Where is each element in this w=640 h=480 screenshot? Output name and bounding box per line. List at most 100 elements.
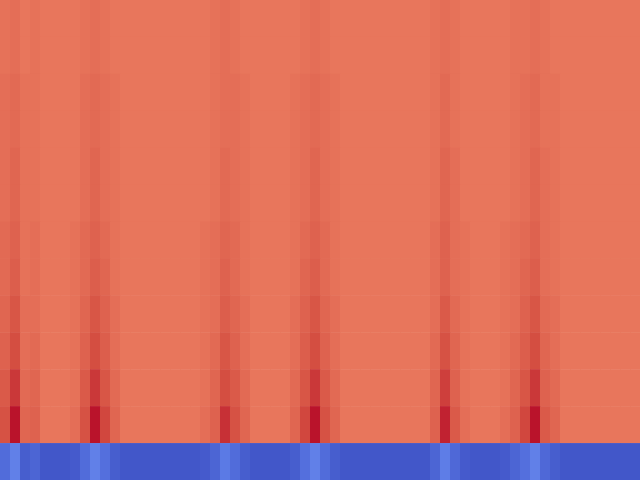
heatmap-cell xyxy=(220,295,231,332)
heatmap-cell xyxy=(200,332,211,369)
heatmap-cell xyxy=(70,295,81,332)
heatmap-cell xyxy=(220,37,231,74)
heatmap-cell xyxy=(170,37,181,74)
heatmap-cell xyxy=(590,222,601,259)
heatmap-cell xyxy=(470,295,481,332)
heatmap-cell xyxy=(60,332,71,369)
heatmap-cell xyxy=(20,222,31,259)
heatmap-cell xyxy=(550,185,561,222)
heatmap-cell xyxy=(220,185,231,222)
heatmap-cell xyxy=(130,185,141,222)
heatmap-cell xyxy=(330,332,341,369)
heatmap-cell xyxy=(570,443,581,480)
heatmap-cell xyxy=(330,111,341,148)
heatmap-cell xyxy=(620,37,631,74)
heatmap-cell xyxy=(70,74,81,111)
heatmap-cell xyxy=(90,185,101,222)
heatmap-cell xyxy=(110,37,121,74)
heatmap-cell xyxy=(470,222,481,259)
heatmap-cell xyxy=(0,148,11,185)
heatmap-cell xyxy=(110,406,121,443)
heatmap-cell xyxy=(200,37,211,74)
heatmap-cell xyxy=(190,332,201,369)
heatmap-cell xyxy=(380,332,391,369)
heatmap-cell xyxy=(170,332,181,369)
heatmap-cell xyxy=(150,148,161,185)
heatmap-cell xyxy=(160,185,171,222)
heatmap-cell xyxy=(480,332,491,369)
heatmap-cell xyxy=(370,148,381,185)
heatmap-cell xyxy=(610,443,621,480)
heatmap-cell xyxy=(90,369,101,406)
heatmap-cell xyxy=(270,369,281,406)
heatmap-cell xyxy=(220,406,231,443)
heatmap-cell xyxy=(20,332,31,369)
heatmap-cell xyxy=(330,406,341,443)
heatmap-cell xyxy=(470,443,481,480)
heatmap-cell xyxy=(460,369,471,406)
heatmap-cell xyxy=(420,111,431,148)
heatmap-cell xyxy=(170,295,181,332)
heatmap-cell xyxy=(550,222,561,259)
heatmap-cell xyxy=(590,332,601,369)
heatmap-cell xyxy=(530,332,541,369)
heatmap-cell xyxy=(450,148,461,185)
heatmap-cell xyxy=(190,258,201,295)
heatmap-cell xyxy=(560,185,571,222)
heatmap-cell xyxy=(100,0,111,37)
heatmap-cell xyxy=(420,258,431,295)
heatmap-cell xyxy=(540,258,551,295)
heatmap-cell xyxy=(440,443,451,480)
heatmap-cell xyxy=(600,332,611,369)
heatmap-cell xyxy=(280,0,291,37)
heatmap-cell xyxy=(380,369,391,406)
heatmap-cell xyxy=(290,0,301,37)
heatmap-cell xyxy=(110,369,121,406)
heatmap-cell xyxy=(370,332,381,369)
heatmap-cell xyxy=(370,443,381,480)
heatmap-cell xyxy=(80,111,91,148)
heatmap-cell xyxy=(20,369,31,406)
heatmap-cell xyxy=(60,37,71,74)
heatmap-cell xyxy=(440,37,451,74)
heatmap-cell xyxy=(630,222,640,259)
heatmap-cell xyxy=(430,332,441,369)
heatmap-cell xyxy=(40,443,51,480)
heatmap-cell xyxy=(350,406,361,443)
heatmap-cell xyxy=(120,406,131,443)
heatmap-cell xyxy=(430,185,441,222)
heatmap-cell xyxy=(380,222,391,259)
heatmap-cell xyxy=(370,185,381,222)
heatmap-cell xyxy=(550,37,561,74)
heatmap-cell xyxy=(380,0,391,37)
heatmap-cell xyxy=(290,185,301,222)
heatmap-cell xyxy=(230,406,241,443)
heatmap-cell xyxy=(250,37,261,74)
heatmap-cell xyxy=(290,111,301,148)
heatmap-cell xyxy=(320,406,331,443)
heatmap-cell xyxy=(470,0,481,37)
heatmap-cell xyxy=(260,111,271,148)
heatmap-cell xyxy=(230,295,241,332)
heatmap-cell xyxy=(410,369,421,406)
heatmap-cell xyxy=(440,111,451,148)
heatmap-cell xyxy=(370,222,381,259)
heatmap-cell xyxy=(350,295,361,332)
heatmap-cell xyxy=(310,148,321,185)
heatmap-cell xyxy=(70,443,81,480)
heatmap-cell xyxy=(150,295,161,332)
heatmap-cell xyxy=(600,74,611,111)
heatmap-cell xyxy=(250,148,261,185)
heatmap-cell xyxy=(510,185,521,222)
heatmap-cell xyxy=(180,295,191,332)
heatmap-cell xyxy=(300,185,311,222)
heatmap-cell xyxy=(20,443,31,480)
heatmap-cell xyxy=(110,332,121,369)
heatmap-cell xyxy=(140,0,151,37)
cells xyxy=(0,0,640,480)
heatmap-cell xyxy=(550,148,561,185)
heatmap-cell xyxy=(240,332,251,369)
heatmap-cell xyxy=(10,0,21,37)
heatmap-cell xyxy=(310,74,321,111)
heatmap-cell xyxy=(150,222,161,259)
